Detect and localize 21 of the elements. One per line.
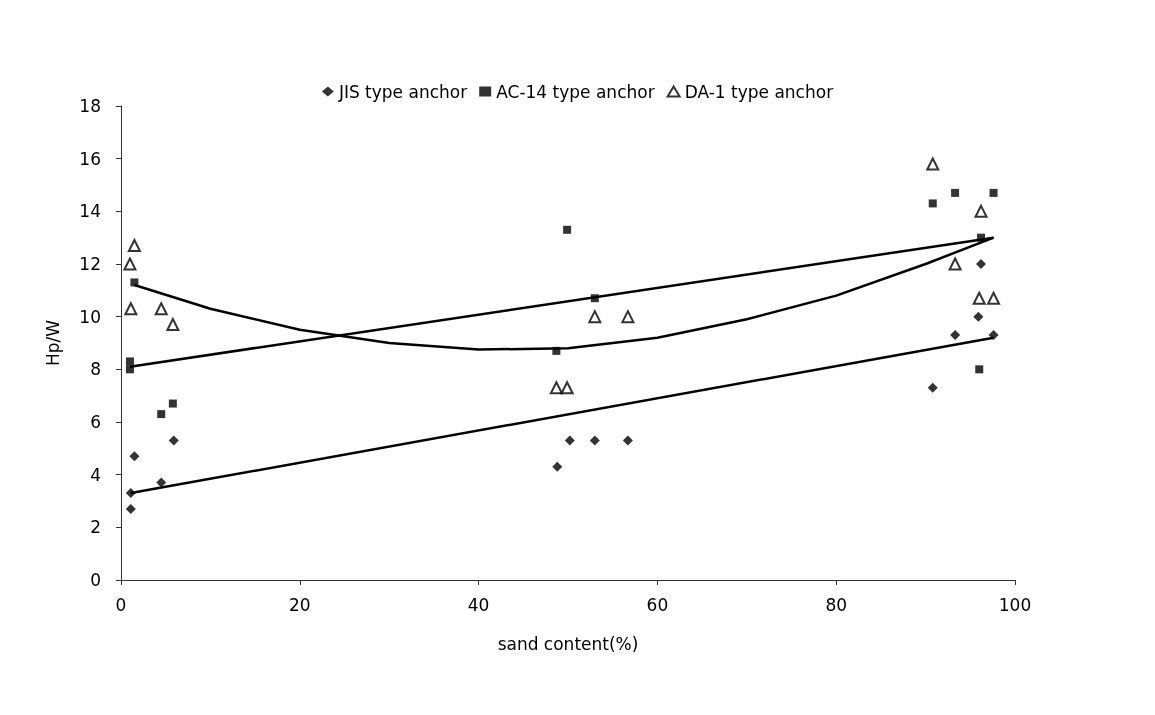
legend-label: AC-14 type anchor: [496, 81, 655, 102]
y-tick-label: 2: [90, 517, 101, 538]
x-tick-label: 80: [825, 594, 848, 615]
x-tick-label: 40: [467, 594, 490, 615]
x-tick-label: 100: [998, 594, 1032, 615]
x-tick-label: 0: [115, 594, 127, 615]
y-tick-label: 8: [90, 359, 101, 380]
y-tick-label: 4: [90, 464, 101, 485]
y-tick-label: 18: [79, 96, 101, 116]
y-tick-label: 0: [90, 570, 101, 590]
legend-label: JIS type anchor: [337, 81, 468, 102]
y-tick-label: 6: [90, 412, 101, 432]
y-axis-title: Hp/W: [42, 319, 63, 367]
x-axis-title: sand content(%): [497, 633, 639, 654]
x-tick-label: 60: [646, 594, 669, 615]
y-tick-label: 12: [79, 254, 101, 274]
x-tick-label: 20: [288, 594, 311, 615]
legend-label: DA-1 type anchor: [684, 81, 834, 102]
y-tick-label: 14: [79, 201, 101, 222]
y-tick-label: 10: [79, 306, 101, 327]
y-tick-label: 16: [79, 148, 101, 169]
